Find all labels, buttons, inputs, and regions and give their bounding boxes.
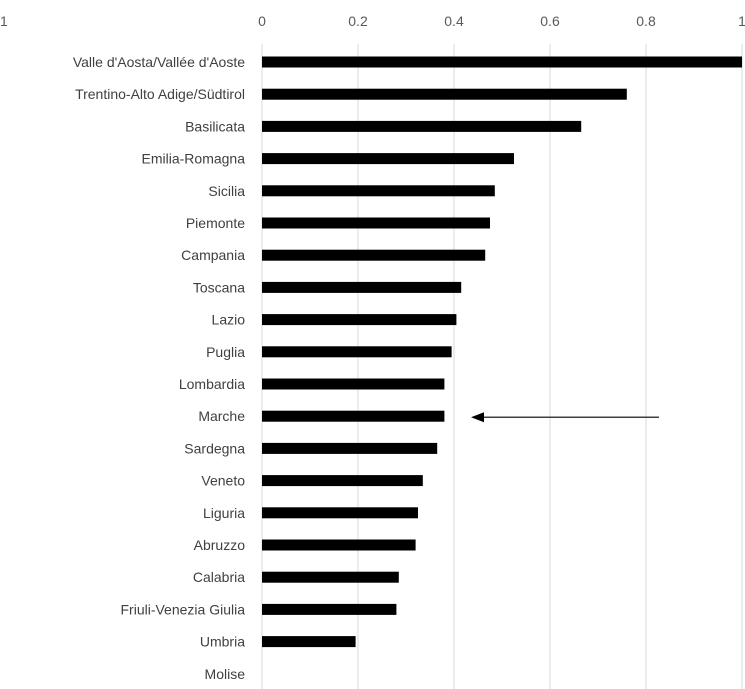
category-label: Veneto <box>201 473 245 489</box>
category-label: Calabria <box>193 569 245 585</box>
bar <box>262 88 627 100</box>
bar <box>262 217 490 229</box>
bar <box>262 56 742 68</box>
category-label: Friuli-Venezia Giulia <box>121 601 246 617</box>
x-tick-label: 0.6 <box>540 13 560 29</box>
category-label: Sardegna <box>184 440 245 456</box>
category-label: Valle d'Aosta/Vallée d'Aoste <box>73 54 245 70</box>
category-label: Emilia-Romagna <box>142 151 246 167</box>
bar <box>262 378 445 390</box>
bar <box>262 249 486 261</box>
bar <box>262 314 457 326</box>
category-label: Toscana <box>193 279 245 295</box>
annotation-arrow <box>471 412 659 423</box>
category-label: Lazio <box>212 312 246 328</box>
bar <box>262 185 495 197</box>
bar <box>262 571 399 583</box>
category-label: Sicilia <box>208 183 245 199</box>
bar <box>262 120 582 132</box>
category-label: Lombardia <box>179 376 245 392</box>
bar <box>262 539 416 551</box>
bar <box>262 603 397 615</box>
x-tick-label: 0.8 <box>636 13 656 29</box>
bar <box>262 281 462 293</box>
x-tick-label-edge: 1 <box>0 13 8 29</box>
bars <box>262 56 742 648</box>
x-tick-label: 0 <box>258 13 266 29</box>
x-axis-tick-labels: 0 0.2 0.4 0.6 0.8 1 1 <box>0 13 745 29</box>
category-label: Molise <box>205 666 246 682</box>
bar <box>262 346 452 358</box>
bar <box>262 153 514 165</box>
bar <box>262 475 423 487</box>
category-label: Piemonte <box>186 215 245 231</box>
arrow-head <box>471 412 484 423</box>
x-tick-label: 1 <box>738 13 745 29</box>
category-label: Liguria <box>203 505 245 521</box>
category-labels: Valle d'Aosta/Vallée d'Aoste Trentino-Alt… <box>73 54 245 682</box>
category-label: Marche <box>198 408 245 424</box>
bar <box>262 410 445 422</box>
bar <box>262 636 356 648</box>
bar <box>262 442 438 454</box>
category-label: Basilicata <box>185 118 245 134</box>
category-label: Puglia <box>206 344 245 360</box>
category-label: Trentino-Alto Adige/Südtirol <box>75 86 245 102</box>
gridlines <box>261 44 743 689</box>
category-label: Abruzzo <box>194 537 246 553</box>
category-label: Campania <box>181 247 245 263</box>
x-tick-label: 0.4 <box>444 13 464 29</box>
x-tick-label: 0.2 <box>348 13 368 29</box>
category-label: Umbria <box>200 634 245 650</box>
bar <box>262 507 418 519</box>
